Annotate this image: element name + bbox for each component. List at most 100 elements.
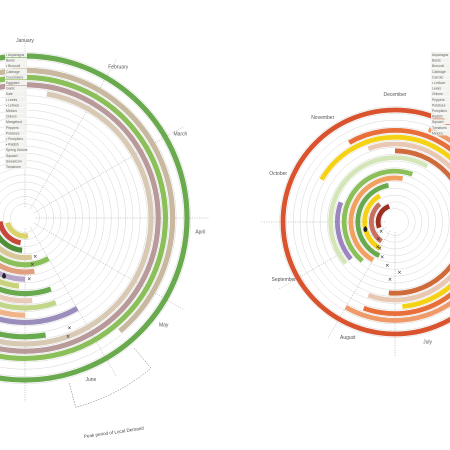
legend-item: Asparagus xyxy=(432,53,449,57)
produce-season-arc xyxy=(367,141,450,303)
legend-swatch-bg xyxy=(431,63,450,69)
produce-season-arc xyxy=(348,175,404,263)
legend-swatch-bg xyxy=(431,80,450,85)
right-produce-rings xyxy=(280,107,450,337)
legend-swatch-bg xyxy=(431,57,450,63)
produce-season-arc xyxy=(0,245,33,261)
legend-item: Melons xyxy=(6,109,17,113)
legend-swatch-bg xyxy=(5,119,27,125)
produce-season-arc xyxy=(0,254,50,268)
month-label: July xyxy=(423,340,432,346)
legend-item: Potatoes xyxy=(432,103,446,107)
left-legend: • Asparagus Beets• Broccoli CabbageCucumbe… xyxy=(5,52,28,169)
legend-item: Cabbage xyxy=(432,70,446,74)
legend-item: Sweetcorn xyxy=(6,159,22,163)
produce-season-arc xyxy=(341,168,414,263)
legend-swatch-bg xyxy=(5,124,27,130)
month-divider-line xyxy=(30,227,118,378)
month-label: January xyxy=(16,38,34,44)
produce-season-arc xyxy=(0,286,52,297)
left-markers: × × × × × xyxy=(2,254,72,340)
grid-circle xyxy=(306,133,450,311)
left-seasonal-chart: January February March April May June • Aspar… xyxy=(0,34,209,439)
legend-item: Tomatoes xyxy=(432,126,447,130)
produce-season-arc xyxy=(369,202,383,244)
legend-swatch-bg xyxy=(5,136,27,141)
legend-item: Potatoes xyxy=(6,131,20,135)
grid-circle xyxy=(10,203,40,233)
produce-season-arc xyxy=(0,306,79,325)
produce-season-arc xyxy=(0,234,23,253)
harvest-marker: × xyxy=(376,236,380,242)
legend-item: Melons xyxy=(432,131,443,135)
grid-circle xyxy=(279,106,450,338)
month-label: April xyxy=(195,229,205,235)
grid-circle xyxy=(374,201,416,243)
legend-swatch-bg xyxy=(5,102,27,108)
legend-item: • Asparagus xyxy=(6,53,24,57)
produce-season-arc xyxy=(280,107,450,337)
legend-item: Mangetout xyxy=(6,120,22,124)
harvest-marker: × xyxy=(27,277,31,283)
legend-swatch-bg xyxy=(431,113,450,119)
legend-item: • Pumpkins xyxy=(6,137,23,141)
month-label: October xyxy=(269,171,287,177)
harvest-marker: × xyxy=(375,245,379,251)
legend-item: • Radish xyxy=(6,143,19,147)
produce-season-arc xyxy=(0,331,47,340)
legend-item: Onions xyxy=(6,115,17,119)
legend-swatch-bg xyxy=(5,57,27,63)
legend-item: Onions xyxy=(432,92,443,96)
harvest-marker: × xyxy=(30,262,34,268)
produce-season-arc xyxy=(362,193,382,251)
harvest-marker: × xyxy=(385,263,389,269)
legend-item: Peppers xyxy=(6,126,19,130)
month-label: November xyxy=(311,115,334,121)
legend-item: Broccoli xyxy=(432,64,444,68)
legend-swatch-bg xyxy=(5,141,27,147)
month-label: September xyxy=(272,277,297,283)
legend-swatch-bg xyxy=(431,124,450,130)
legend-item: Radish xyxy=(432,115,443,119)
harvest-marker: × xyxy=(378,246,382,252)
harvest-marker: × xyxy=(388,277,392,283)
month-label: August xyxy=(340,335,356,341)
produce-season-arc xyxy=(355,183,390,258)
legend-item: Beets xyxy=(432,59,441,63)
legend-swatch-bg xyxy=(5,108,27,113)
legend-swatch-bg xyxy=(431,108,450,113)
harvest-marker: × xyxy=(380,255,384,261)
legend-item: Garlic xyxy=(6,87,15,91)
harvest-marker: × xyxy=(33,254,37,260)
harvest-marker: × xyxy=(67,326,71,332)
legend-swatch-bg xyxy=(431,119,450,125)
produce-season-arc xyxy=(5,221,29,239)
produce-season-arc xyxy=(335,201,353,261)
produce-season-arc xyxy=(344,127,450,323)
produce-season-arc xyxy=(0,262,35,275)
legend-item: Squash xyxy=(432,120,444,124)
legend-item: Squash xyxy=(6,154,18,158)
legend-swatch-bg xyxy=(5,130,27,136)
harvest-marker: × xyxy=(379,229,383,235)
produce-season-arc xyxy=(0,300,57,311)
left-grid-lines xyxy=(0,34,209,402)
legend-swatch-bg xyxy=(431,130,450,136)
legend-swatch-bg xyxy=(5,96,27,102)
produce-season-arc xyxy=(0,309,26,318)
legend-swatch-bg xyxy=(431,102,450,108)
produce-season-arc xyxy=(0,67,176,334)
legend-swatch-bg xyxy=(431,52,450,57)
legend-swatch-bg xyxy=(5,113,27,119)
legend-item: • Lettuce xyxy=(432,81,445,85)
produce-season-arc xyxy=(375,203,391,229)
month-label: February xyxy=(108,65,129,71)
produce-season-arc xyxy=(388,148,450,296)
legend-swatch-bg xyxy=(5,158,27,164)
legend-item: Tomatoes xyxy=(6,165,21,169)
legend-swatch-bg xyxy=(431,91,450,97)
produce-season-arc xyxy=(348,128,450,316)
legend-item: Pumpkins xyxy=(432,109,447,113)
